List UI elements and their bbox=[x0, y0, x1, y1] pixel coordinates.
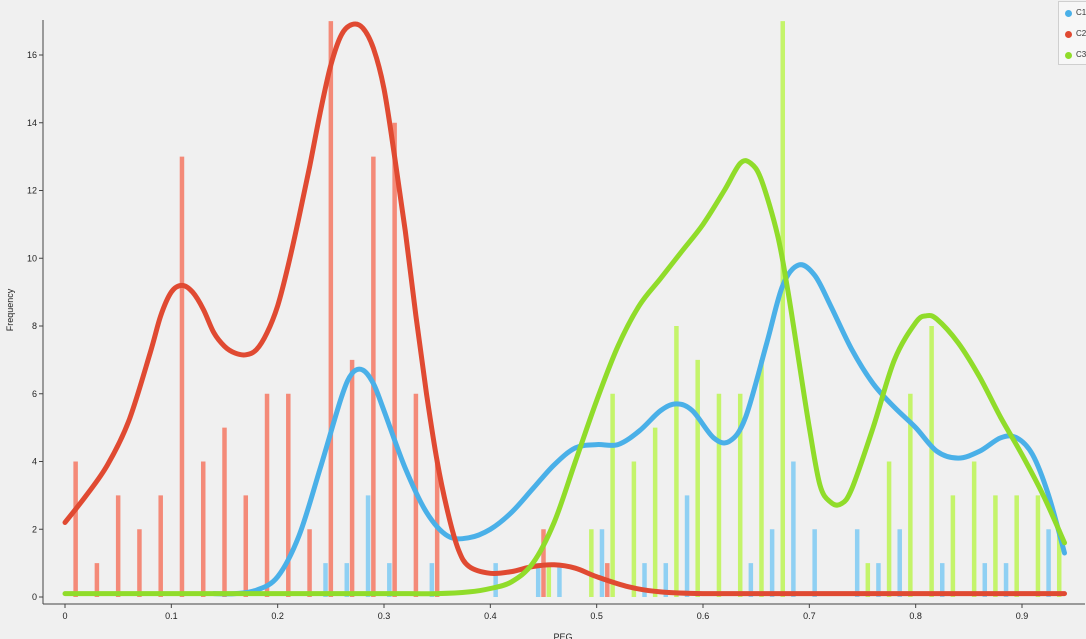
x-tick-label: 0.5 bbox=[590, 611, 603, 621]
bar-c1 bbox=[599, 529, 605, 597]
bar-c3 bbox=[695, 359, 700, 597]
bar-c1 bbox=[982, 563, 988, 597]
bar-c3 bbox=[1014, 495, 1019, 597]
bar-c3 bbox=[929, 326, 934, 597]
bar-c3 bbox=[546, 563, 552, 597]
legend-marker-c2 bbox=[1065, 30, 1072, 38]
y-tick-label: 6 bbox=[32, 389, 37, 399]
x-tick-label: 0.7 bbox=[803, 611, 816, 621]
legend-marker-c3 bbox=[1065, 51, 1072, 59]
bar-c2 bbox=[264, 393, 270, 597]
bar-c3 bbox=[674, 326, 679, 597]
y-tick-label: 12 bbox=[27, 186, 37, 196]
y-tick-label: 8 bbox=[32, 321, 37, 331]
legend-label-c2: C2 bbox=[1076, 29, 1086, 38]
legend-label-c3: C3 bbox=[1076, 50, 1086, 59]
bar-c1 bbox=[897, 529, 902, 597]
bar-c2 bbox=[115, 495, 121, 597]
bar-c1 bbox=[1046, 529, 1051, 597]
bar-c3 bbox=[886, 461, 892, 597]
bar-c1 bbox=[748, 563, 754, 597]
legend: C1 C2 C3 bbox=[1058, 1, 1086, 65]
legend-item-c3[interactable]: C3 bbox=[1065, 49, 1086, 61]
bar-c3 bbox=[716, 393, 722, 597]
bar-c3 bbox=[1056, 529, 1062, 597]
x-tick-label: 0.6 bbox=[697, 611, 710, 621]
bar-c2 bbox=[286, 393, 291, 597]
bar-c2 bbox=[307, 529, 312, 597]
bar-c1 bbox=[940, 563, 945, 597]
density-curve-c2 bbox=[62, 21, 1067, 597]
bar-c1 bbox=[854, 529, 860, 597]
bar-c1 bbox=[769, 529, 775, 597]
bar-c3 bbox=[589, 529, 594, 597]
bar-c2 bbox=[349, 359, 355, 597]
bar-c3 bbox=[908, 393, 913, 597]
bar-c1 bbox=[387, 563, 392, 597]
bar-c1 bbox=[493, 563, 498, 597]
legend-label-c1: C1 bbox=[1076, 8, 1086, 17]
x-tick-label: 0 bbox=[62, 611, 67, 621]
bar-c2 bbox=[243, 495, 249, 597]
bar-c2 bbox=[137, 529, 142, 597]
bar-c3 bbox=[865, 563, 871, 597]
bar-c1 bbox=[876, 563, 881, 597]
y-tick-label: 2 bbox=[32, 524, 37, 534]
bar-c2 bbox=[392, 122, 397, 597]
bar-c3 bbox=[737, 393, 743, 597]
bar-c1 bbox=[663, 563, 669, 597]
bar-c3 bbox=[652, 427, 658, 597]
bar-c1 bbox=[1003, 563, 1009, 597]
bar-c1 bbox=[344, 563, 350, 597]
bar-c2 bbox=[179, 156, 185, 597]
bar-c3 bbox=[971, 461, 977, 597]
x-tick-label: 0.8 bbox=[909, 611, 922, 621]
x-tick-label: 0.4 bbox=[484, 611, 497, 621]
x-tick-label: 0.2 bbox=[271, 611, 284, 621]
legend-marker-c1 bbox=[1065, 9, 1072, 17]
bar-c3 bbox=[780, 21, 785, 597]
x-tick-label: 0.9 bbox=[1016, 611, 1029, 621]
density-curve-c3 bbox=[62, 158, 1067, 597]
bar-c2 bbox=[328, 21, 334, 597]
bar-c3 bbox=[610, 393, 615, 597]
bar-c2 bbox=[200, 461, 206, 597]
bar-c3 bbox=[993, 495, 998, 597]
bar-c2 bbox=[158, 495, 163, 597]
density-curve-c1 bbox=[211, 262, 1067, 597]
y-tick-label: 14 bbox=[27, 118, 37, 128]
bar-c1 bbox=[323, 563, 328, 597]
bar-c2 bbox=[222, 427, 227, 597]
x-tick-label: 0.1 bbox=[165, 611, 178, 621]
bar-c1 bbox=[535, 563, 541, 597]
bar-c1 bbox=[365, 495, 371, 597]
bar-c1 bbox=[429, 563, 435, 597]
bar-c1 bbox=[642, 563, 647, 597]
y-tick-label: 4 bbox=[32, 457, 37, 467]
y-tick-label: 0 bbox=[32, 592, 37, 602]
bar-c1 bbox=[684, 495, 690, 597]
bar-c3 bbox=[759, 359, 764, 597]
bar-c1 bbox=[791, 461, 796, 597]
bar-c1 bbox=[557, 563, 562, 597]
x-axis-label: PEG bbox=[553, 632, 572, 639]
bar-c2 bbox=[73, 461, 78, 597]
bar-c1 bbox=[812, 529, 817, 597]
y-tick-label: 16 bbox=[27, 50, 37, 60]
x-tick-label: 0.3 bbox=[378, 611, 391, 621]
bar-c2 bbox=[94, 563, 100, 597]
y-axis-label: Frequency bbox=[5, 288, 15, 331]
bar-c3 bbox=[950, 495, 956, 597]
bar-c2 bbox=[371, 156, 376, 597]
bar-c3 bbox=[1035, 495, 1041, 597]
legend-item-c1[interactable]: C1 bbox=[1065, 7, 1086, 19]
legend-item-c2[interactable]: C2 bbox=[1065, 28, 1086, 40]
bar-c3 bbox=[631, 461, 637, 597]
y-tick-label: 10 bbox=[27, 253, 37, 263]
